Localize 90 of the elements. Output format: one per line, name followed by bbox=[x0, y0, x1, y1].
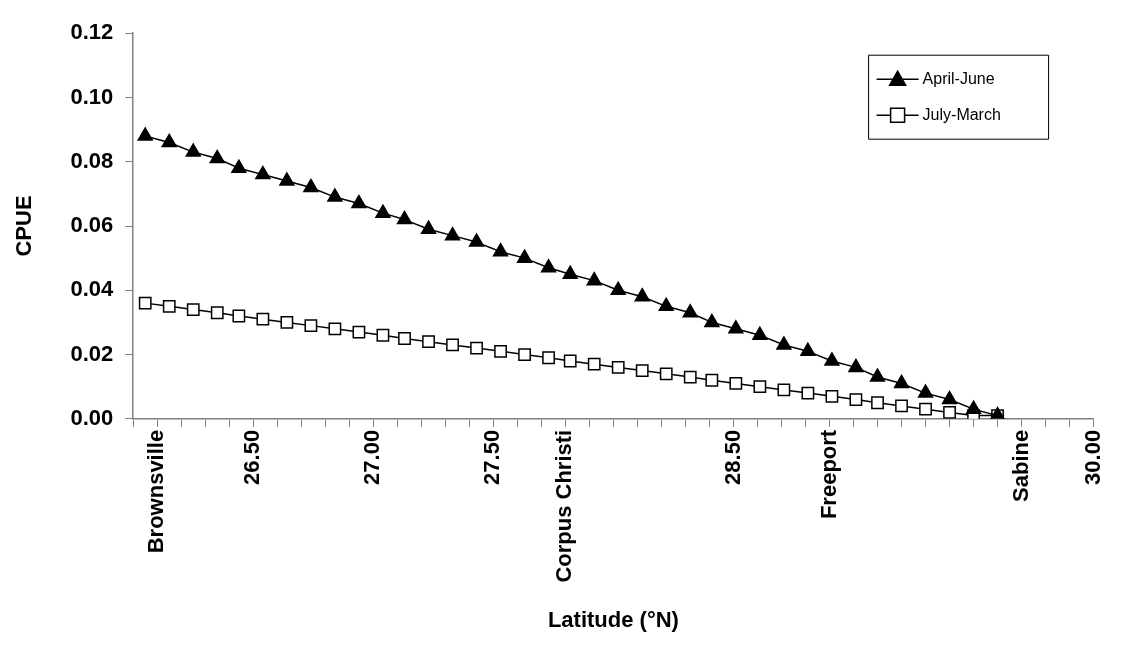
x-tick-label: Sabine bbox=[1007, 429, 1033, 502]
point bbox=[586, 271, 602, 286]
x-axis-title: Latitude (°N) bbox=[547, 606, 679, 632]
y-tick-label: 0.04 bbox=[70, 276, 114, 302]
y-tick-label: 0.06 bbox=[70, 212, 114, 238]
point bbox=[563, 354, 577, 368]
point bbox=[825, 389, 839, 403]
point bbox=[540, 259, 557, 273]
point bbox=[753, 380, 767, 394]
point bbox=[705, 373, 719, 387]
point bbox=[893, 374, 910, 389]
point bbox=[635, 364, 649, 378]
y-tick-label: 0.08 bbox=[70, 147, 114, 173]
legend-label: July-March bbox=[922, 105, 1001, 123]
point bbox=[777, 383, 791, 397]
point bbox=[279, 172, 295, 186]
point bbox=[683, 370, 697, 384]
point bbox=[420, 220, 437, 234]
x-tick-label: 27.00 bbox=[359, 429, 385, 485]
x-tick-label: 30.00 bbox=[1079, 429, 1105, 485]
point bbox=[776, 336, 792, 350]
point bbox=[351, 194, 367, 209]
y-axis-title: CPUE bbox=[11, 195, 37, 257]
legend-label: April-June bbox=[922, 69, 995, 87]
point bbox=[303, 178, 319, 193]
point bbox=[492, 242, 509, 257]
point bbox=[161, 133, 177, 148]
point bbox=[704, 313, 720, 328]
point bbox=[231, 159, 247, 173]
point bbox=[185, 143, 201, 157]
y-tick-label: 0.00 bbox=[70, 404, 114, 430]
point bbox=[610, 281, 626, 296]
point bbox=[280, 316, 294, 329]
point bbox=[518, 348, 531, 361]
y-tick-label: 0.12 bbox=[70, 19, 114, 45]
point bbox=[634, 287, 650, 302]
point bbox=[446, 338, 459, 352]
point bbox=[304, 319, 318, 333]
point bbox=[328, 322, 342, 336]
point bbox=[470, 341, 483, 355]
y-tick-label: 0.02 bbox=[70, 340, 114, 366]
point bbox=[659, 367, 673, 381]
point bbox=[871, 396, 884, 410]
point bbox=[943, 405, 956, 419]
point bbox=[398, 332, 411, 345]
x-tick-label: 26.50 bbox=[239, 429, 265, 485]
point bbox=[917, 384, 934, 398]
point bbox=[682, 304, 698, 318]
point bbox=[255, 165, 271, 180]
point bbox=[376, 328, 390, 342]
point bbox=[375, 204, 391, 218]
point bbox=[542, 351, 555, 365]
point bbox=[587, 357, 601, 371]
point bbox=[256, 312, 270, 326]
point bbox=[848, 358, 864, 373]
point bbox=[941, 390, 958, 405]
point bbox=[919, 402, 932, 416]
point bbox=[422, 335, 435, 349]
point bbox=[210, 306, 224, 320]
point bbox=[965, 400, 982, 414]
x-tick-label: 27.50 bbox=[479, 429, 505, 485]
point bbox=[138, 296, 152, 310]
point bbox=[232, 309, 246, 323]
x-tick-label: 28.50 bbox=[719, 429, 745, 485]
x-tick-label: Brownsville bbox=[143, 429, 169, 554]
point bbox=[444, 226, 461, 241]
point bbox=[729, 377, 743, 390]
x-tick-label: Corpus Christi bbox=[551, 429, 577, 583]
point bbox=[516, 249, 533, 263]
point bbox=[327, 188, 343, 202]
x-tick-label: Freeport bbox=[815, 429, 841, 520]
point bbox=[895, 399, 908, 413]
point bbox=[396, 210, 413, 225]
point bbox=[162, 299, 176, 313]
point bbox=[824, 352, 840, 366]
point bbox=[209, 149, 225, 164]
point bbox=[800, 342, 816, 357]
point bbox=[752, 326, 768, 341]
point bbox=[849, 393, 863, 406]
point bbox=[494, 344, 507, 358]
point bbox=[611, 360, 625, 374]
point bbox=[468, 233, 485, 247]
point bbox=[801, 386, 815, 400]
point bbox=[186, 303, 200, 316]
point bbox=[658, 297, 674, 312]
y-tick-label: 0.10 bbox=[70, 83, 114, 109]
point bbox=[869, 368, 886, 382]
point bbox=[137, 127, 153, 141]
point bbox=[728, 320, 744, 334]
point bbox=[562, 265, 578, 279]
